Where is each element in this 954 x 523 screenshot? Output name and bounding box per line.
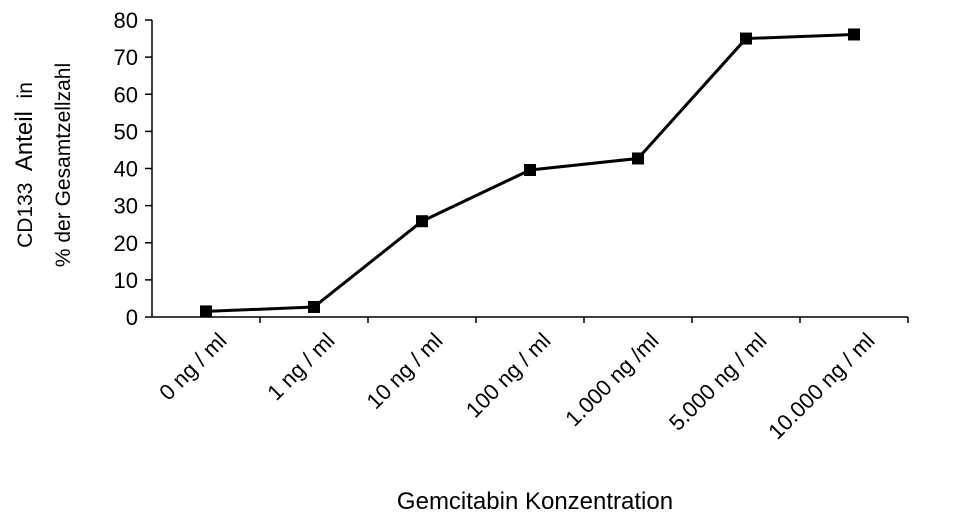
- x-tick-label: 10 ng / ml: [362, 328, 448, 414]
- data-point-marker: [524, 163, 536, 176]
- data-point-marker: [740, 32, 752, 45]
- y-tick-label: 40: [114, 157, 138, 182]
- y-axis-title-prefix: CD133: [14, 183, 37, 248]
- y-tick-label: 80: [114, 8, 138, 33]
- y-axis-title-line1: CD133 Anteil in: [11, 82, 38, 248]
- y-tick-label: 60: [114, 82, 138, 107]
- y-tick-label: 50: [114, 119, 138, 144]
- y-axis-title-line2: % der Gesamtzellzahl: [52, 63, 75, 267]
- y-tick-label: 10: [114, 268, 138, 293]
- y-tick-label: 0: [126, 305, 138, 330]
- y-ticks: 0 10 20 30 40 50 60 70 80: [114, 8, 152, 330]
- data-point-marker: [200, 305, 212, 318]
- data-point-marker: [848, 28, 860, 41]
- data-point-marker: [308, 300, 320, 313]
- x-tick-label: 0 ng / ml: [154, 328, 231, 405]
- y-tick-label: 30: [114, 194, 138, 219]
- x-tick-label: 100 ng / ml: [461, 328, 556, 423]
- x-axis-title: Gemcitabin Konzentration: [397, 488, 673, 515]
- x-tick-label: 10.000 ng / ml: [763, 328, 879, 444]
- data-point-marker: [632, 152, 644, 165]
- series: [200, 28, 860, 318]
- x-ticks: 0 ng / ml 1 ng / ml 10 ng / ml 100 ng / ml 1…: [154, 317, 909, 444]
- x-tick-label: 5.000 ng / ml: [664, 328, 772, 436]
- x-tick-label: 1.000 ng /ml: [560, 328, 663, 431]
- y-axis-title: CD133 Anteil in % der Gesamtzellzahl: [11, 63, 75, 267]
- y-axis-title-main: Anteil: [11, 111, 38, 171]
- y-tick-label: 20: [114, 231, 138, 256]
- y-tick-label: 70: [114, 45, 138, 70]
- y-axis-title-suffix: in: [14, 82, 37, 98]
- x-tick-label: 1 ng / ml: [262, 328, 339, 405]
- data-point-marker: [416, 215, 428, 228]
